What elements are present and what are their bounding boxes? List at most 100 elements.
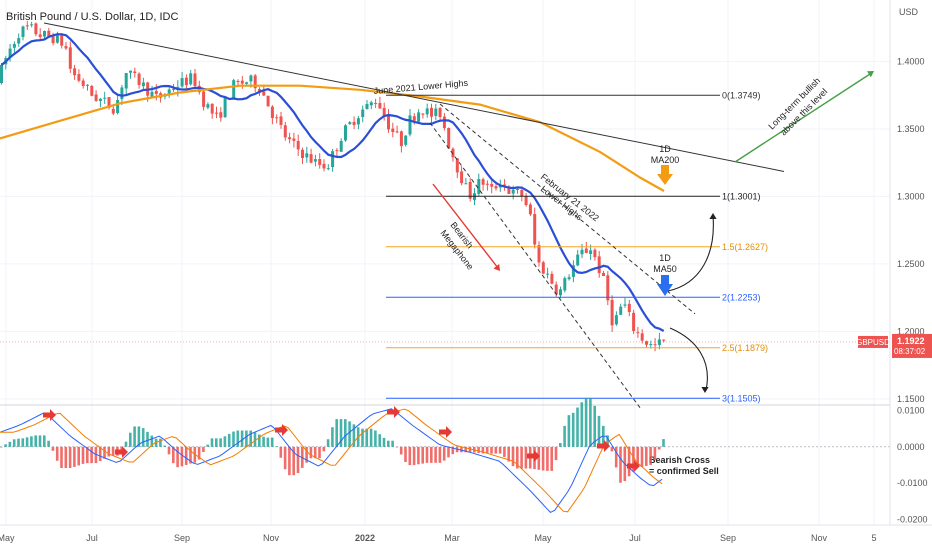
histogram-bar-102 [438,446,442,463]
histogram-bar-28 [120,446,123,451]
ma50-marker-shaft [661,275,669,284]
histogram-bar-34 [146,431,149,447]
candle-body-14 [60,35,64,46]
down-projection-head [701,387,709,393]
candle-body-73 [313,159,317,162]
price-tick-label-1: 1.3500 [897,124,925,134]
candle-body-56 [240,80,244,84]
candle-body-118 [507,186,511,194]
histogram-bar-62 [266,437,270,447]
ma50-marker-head [657,284,673,296]
histogram-bar-113 [485,446,489,454]
histogram-bar-79 [339,419,343,447]
candle-body-9 [38,34,42,38]
histogram-bar-151 [649,446,652,465]
histogram-bar-82 [352,424,356,447]
bearish-arrow-line [432,183,499,269]
macd-tick-label-2: -0.0100 [897,478,928,488]
histogram-bar-1 [4,444,7,447]
candle-body-128 [550,273,554,284]
histogram-bar-25 [107,446,111,457]
candle-body-86 [369,102,373,106]
candle-body-142 [610,299,614,326]
candle-body-101 [434,108,438,116]
histogram-bar-37 [159,438,162,447]
candle-body-119 [511,189,515,194]
candle-body-67 [288,137,292,140]
chart-title: British Pound / U.S. Dollar, 1D, IDC [6,11,178,23]
histogram-bar-99 [425,446,429,463]
histogram-bar-63 [270,437,274,447]
histogram-bar-66 [283,446,287,470]
histogram-bar-91 [391,440,394,447]
candle-body-91 [391,128,395,132]
candle-body-105 [451,148,455,158]
candle-body-76 [326,168,330,170]
histogram-bar-86 [369,428,373,447]
histogram-bar-94 [404,446,407,463]
time-tick-label-3: Nov [263,533,280,543]
candle-body-146 [627,303,631,313]
histogram-bar-38 [163,445,166,447]
histogram-bar-103 [442,446,446,461]
symbol-tag-text: GBPUSD [856,338,890,347]
histogram-bar-61 [262,436,265,447]
price-tag-value: 1.1922 [897,336,925,346]
candle-body-100 [430,107,433,117]
candle-body-102 [438,107,442,118]
histogram-bar-132 [567,415,571,447]
ma200-marker-shaft [661,165,669,174]
histogram-bar-32 [137,426,141,447]
candle-body-22 [94,94,98,101]
histogram-bar-21 [90,446,93,464]
candle-body-132 [567,277,571,280]
candle-body-126 [541,262,545,274]
candle-body-127 [546,273,550,275]
histogram-bar-3 [12,439,16,447]
histogram-bar-148 [636,446,639,468]
histogram-bar-35 [150,435,154,447]
histogram-bar-0 [0,446,3,448]
histogram-bar-96 [412,446,416,466]
signal-line [0,408,663,513]
candle-body-99 [425,108,429,115]
candle-body-79 [339,140,343,152]
candle-body-71 [305,153,309,158]
candle-body-17 [73,68,77,76]
macd-tick-label-1: 0.0000 [897,442,925,452]
histogram-bar-125 [537,446,541,470]
histogram-bar-11 [47,440,50,447]
histogram-bar-139 [597,415,601,447]
histogram-bar-4 [17,438,20,447]
candle-body-136 [584,248,588,253]
candle-body-70 [301,149,304,158]
candle-body-43 [184,77,188,86]
histogram-bar-51 [219,438,222,447]
candle-body-147 [632,312,636,331]
histogram-bar-141 [606,435,609,447]
currency-label: USD [899,7,919,17]
bearish-cross-marker-7 [627,460,640,472]
bearish-arrow-head [493,264,500,271]
bearish-cross-marker-4 [439,426,452,438]
histogram-bar-149 [640,446,644,468]
histogram-bar-130 [559,443,562,447]
candle-body-98 [421,113,425,115]
histogram-bar-31 [133,426,136,447]
macd-tick-label-0: 0.0100 [897,405,925,415]
histogram-bar-20 [86,446,89,464]
annotation-ma200-2: MA200 [651,155,680,165]
candle-body-58 [249,75,253,82]
time-tick-label-0: May [0,533,15,543]
candle-body-57 [245,82,249,84]
histogram-bar-104 [447,446,450,458]
candle-body-141 [606,275,610,301]
candle-body-144 [619,306,623,315]
histogram-bar-100 [430,446,433,463]
histogram-bar-12 [51,446,55,451]
histogram-bar-17 [73,446,76,467]
histogram-bar-129 [554,446,558,461]
candle-body-72 [309,154,313,163]
candle-body-104 [447,127,451,149]
